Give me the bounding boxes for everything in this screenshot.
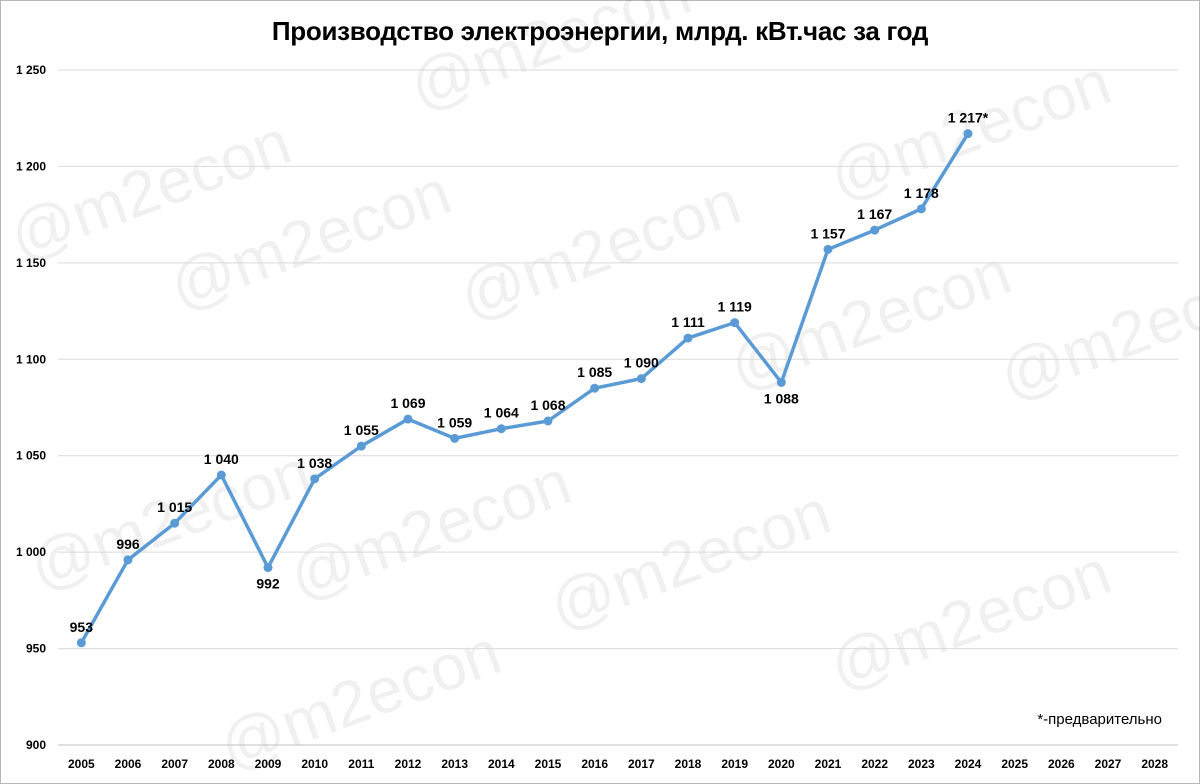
x-tick-label: 2008	[208, 757, 235, 771]
data-label: 1 015	[157, 499, 192, 515]
x-tick-label: 2011	[348, 757, 374, 771]
data-point	[496, 424, 506, 434]
watermark-text: @m2econ	[990, 245, 1200, 413]
data-point	[730, 318, 740, 328]
data-label: 1 167	[857, 206, 892, 222]
data-label: 1 055	[344, 422, 379, 438]
data-point	[543, 416, 553, 426]
x-tick-label: 2019	[721, 757, 748, 771]
x-tick-label: 2027	[1095, 757, 1122, 771]
x-tick-label: 2023	[908, 757, 935, 771]
data-label: 1 040	[204, 451, 239, 467]
data-label: 1 157	[810, 225, 845, 241]
x-tick-label: 2026	[1048, 757, 1075, 771]
series-line	[79, 132, 970, 644]
x-tick-label: 2010	[301, 757, 328, 771]
data-label: 1 119	[718, 299, 752, 315]
y-tick-label: 900	[26, 738, 46, 752]
chart-title: Производство электроэнергии, млрд. кВт.ч…	[271, 16, 929, 46]
data-label: 1 178	[904, 185, 939, 201]
footnote: *-предварительно	[1037, 711, 1162, 728]
series-layer	[76, 129, 973, 648]
data-label: 1 064	[484, 405, 519, 421]
x-tick-label: 2028	[1141, 757, 1168, 771]
x-tick-label: 2006	[115, 757, 142, 771]
data-label: 1 090	[624, 355, 659, 371]
data-point	[310, 474, 320, 484]
data-label: 996	[116, 536, 140, 552]
data-point	[216, 470, 226, 480]
y-tick-label: 1 000	[16, 545, 46, 559]
y-tick-label: 1 250	[16, 63, 46, 77]
data-point	[356, 441, 366, 451]
y-tick-label: 1 200	[16, 159, 46, 173]
data-point	[870, 225, 880, 235]
watermark-text: @m2econ	[820, 45, 1120, 213]
x-tick-label: 2024	[955, 757, 982, 771]
data-point	[403, 414, 413, 424]
data-label: 1 111	[671, 314, 705, 330]
x-tick-label: 2022	[861, 757, 888, 771]
data-label: 1 217*	[948, 110, 989, 126]
data-point	[263, 563, 273, 573]
data-point	[170, 518, 180, 528]
data-point	[683, 333, 693, 343]
data-point	[963, 129, 973, 139]
x-tick-label: 2020	[768, 757, 795, 771]
x-tick-label: 2009	[255, 757, 282, 771]
x-tick-label: 2013	[441, 757, 468, 771]
data-label: 992	[256, 576, 280, 592]
y-tick-label: 1 100	[16, 352, 46, 366]
x-tick-label: 2005	[68, 757, 95, 771]
x-tick-label: 2018	[675, 757, 702, 771]
data-point	[916, 204, 926, 214]
data-point	[636, 374, 646, 384]
y-tick-label: 1 050	[16, 449, 46, 463]
x-tick-label: 2007	[161, 757, 188, 771]
data-label: 1 068	[530, 397, 565, 413]
y-tick-label: 1 150	[16, 256, 46, 270]
x-tick-label: 2021	[815, 757, 842, 771]
data-labels: 953 996 1 015 1 040 992 1 038 1 055 1 069 1 059 1…	[70, 110, 989, 635]
x-tick-label: 2012	[395, 757, 422, 771]
y-tick-label: 950	[26, 642, 46, 656]
x-tick-label: 2016	[581, 757, 608, 771]
data-label: 953	[70, 619, 94, 635]
data-point	[450, 433, 460, 443]
data-label: 1 038	[297, 455, 332, 471]
data-point	[823, 244, 833, 254]
watermark-text: @m2econ	[540, 475, 840, 643]
watermark-text: @m2econ	[820, 535, 1120, 703]
x-axis: 2005 2006 2007 2008 2009 2010 2011 2012 2013 2014…	[58, 744, 1178, 771]
data-label: 1 069	[390, 395, 425, 411]
watermark-text: @m2econ	[450, 165, 750, 333]
x-tick-label: 2014	[488, 757, 515, 771]
y-axis: 900 950 1 000 1 050 1 100 1 150 1 200 1 250	[16, 63, 46, 752]
data-label: 1 059	[437, 414, 472, 430]
data-point	[590, 383, 600, 393]
data-point	[123, 555, 133, 565]
x-tick-label: 2017	[628, 757, 655, 771]
x-tick-label: 2015	[535, 757, 562, 771]
data-point	[776, 377, 786, 387]
data-label: 1 085	[577, 364, 612, 380]
data-point	[76, 638, 86, 648]
watermark-text: @m2econ	[720, 235, 1020, 403]
data-label: 1 088	[764, 390, 799, 406]
x-tick-label: 2025	[1001, 757, 1028, 771]
